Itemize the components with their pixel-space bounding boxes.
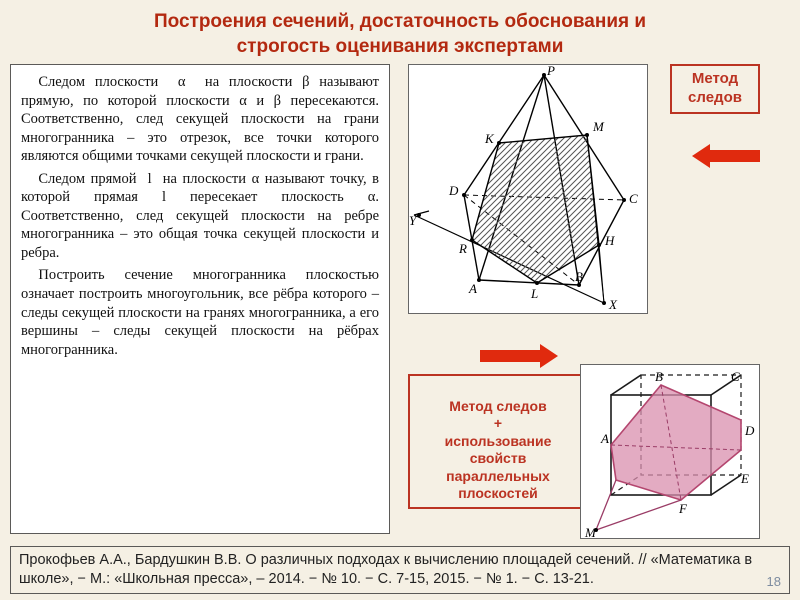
citation-text: Прокофьев А.А., Бардушкин В.В. О различн… [19, 552, 752, 587]
label2-A: A [600, 431, 609, 446]
label-K: K [484, 131, 495, 146]
label2-D: D [744, 423, 755, 438]
slide-title: Построения сечений, достаточность обосно… [0, 0, 800, 63]
method-badge-traces: Метод следов [670, 64, 760, 114]
label-Y: Y [409, 213, 418, 228]
title-line-1: Построения сечений, достаточность обосно… [154, 11, 646, 32]
method-badge-parallel-text: Метод следов + использование свойств пар… [445, 398, 552, 502]
page-number: 18 [767, 574, 781, 591]
title-line-2: строгость оценивания экспертами [237, 36, 564, 57]
label-D: D [448, 183, 459, 198]
method-badge-parallel: Метод следов + использование свойств пар… [408, 374, 588, 509]
label-H: H [604, 233, 615, 248]
figure-tetrahedron-section: P M K D C Y R A L B H X [408, 64, 648, 314]
definition-para-3: Построить сечение многогранника плоскост… [21, 266, 379, 359]
citation-box: Прокофьев А.А., Бардушкин В.В. О различн… [10, 546, 790, 594]
definition-para-2: Следом прямой l на плоскости α называют … [21, 170, 379, 263]
label2-F: F [678, 501, 688, 516]
method-badge-traces-text: Метод следов [688, 70, 742, 106]
label-X: X [608, 297, 618, 312]
arrow-left-icon [692, 144, 760, 168]
label2-E: E [740, 471, 749, 486]
label-C: C [629, 191, 638, 206]
label-B: B [575, 269, 583, 284]
label-L: L [530, 286, 538, 301]
figure-cube-section: A B C D E F M [580, 364, 760, 539]
label-M: M [592, 119, 605, 134]
label2-B: B [655, 369, 663, 384]
label2-M: M [584, 525, 597, 540]
definition-text-box: Следом плоскости α на плоскости β называ… [10, 64, 390, 534]
slide: Построения сечений, достаточность обосно… [0, 0, 800, 600]
slide-body: Следом плоскости α на плоскости β называ… [10, 64, 790, 550]
label2-C: C [731, 369, 740, 384]
definition-para-1: Следом плоскости α на плоскости β называ… [21, 73, 379, 166]
arrow-right-icon [480, 344, 558, 368]
label-A: A [468, 281, 477, 296]
label-R: R [458, 241, 467, 256]
label-P: P [546, 65, 555, 78]
